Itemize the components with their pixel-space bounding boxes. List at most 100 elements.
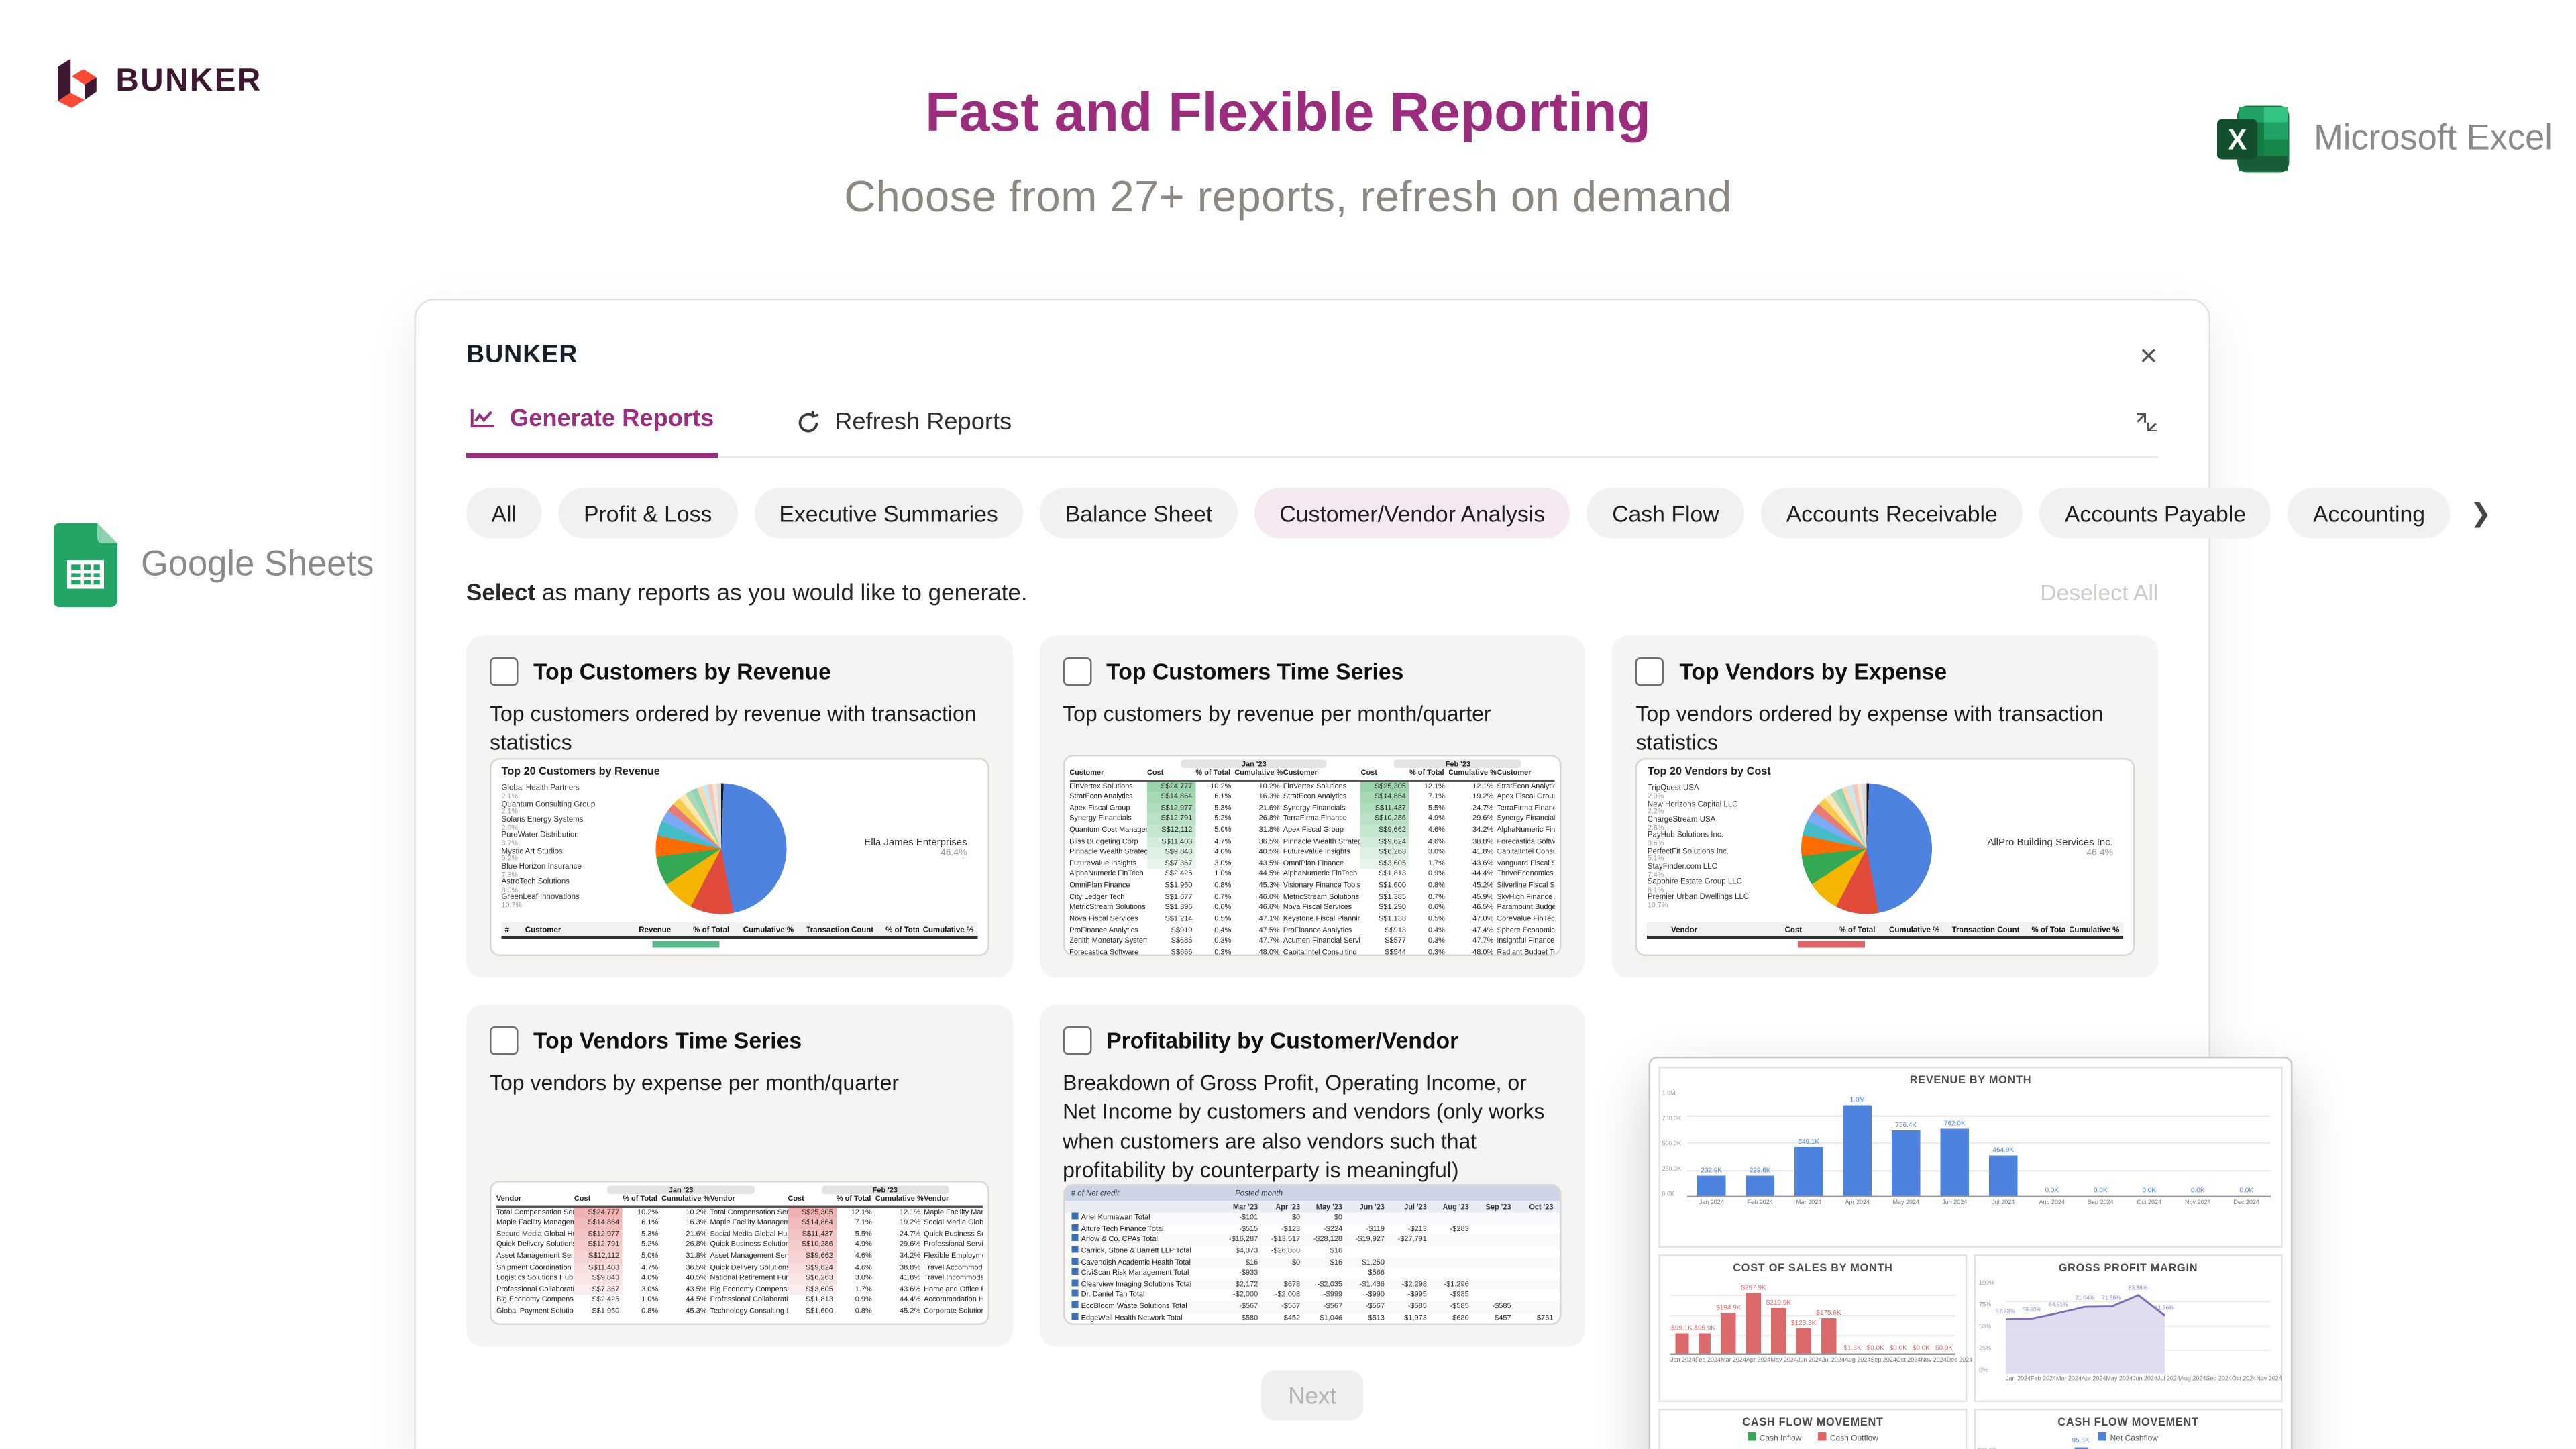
report-card-customers_table[interactable]: Top Customers Time Series Top customers b… [1039,635,1586,978]
bar-group: $0.0K [1910,1278,1933,1354]
report-card-description: Top vendors by expense per month/quarter [490,1070,899,1095]
bar-group: $1.3K [1841,1278,1864,1354]
table-row: EdgeWell Health Network Total $580 $452 $1,… [1065,1312,1560,1323]
bar-value-label: 756.4K [1895,1120,1917,1129]
report-checkbox[interactable] [1063,1026,1091,1055]
pie-label: Quantum Consulting Group 2.1% [501,799,596,816]
table-row: Zenith Monetary Systems S$685 0.3% 47.7% Acu… [1069,936,1555,945]
tab-generate-reports[interactable]: Generate Reports [466,406,718,458]
bar [1746,1293,1761,1354]
table-row: Total Compensation ServicesS$24,77710.2%… [496,1207,982,1218]
chart-title: REVENUE BY MONTH [1909,1075,2032,1087]
chart-plot: $99.1K $95.9K $194.9K $297.9K $219.9K $123.3K… [1670,1278,1955,1355]
table-row: City Ledger Tech S$1,677 0.7% 46.0% MetricSt… [1069,892,1555,900]
bar-group: 464.9K [1979,1090,2028,1196]
modal-title: BUNKER [466,340,578,370]
bar-value-label: $0.0K [1935,1343,1953,1352]
month-group-label: Feb '23 [1394,759,1522,768]
report-card-vendors_table[interactable]: Top Vendors Time Series Top vendors by ex… [466,1004,1013,1347]
pie-label: PureWater Distribution 3.7% [501,830,579,847]
chips-overflow-chevron-icon[interactable]: ❯ [2470,500,2491,529]
filter-chip-accounting[interactable]: Accounting [2288,488,2451,539]
table-row: Dr. Daniel Tan Total -$2,000 -$2,008 -$999-… [1065,1290,1560,1301]
bar-group: $0.0K [1887,1278,1910,1354]
bar-group: 0.0K [2076,1090,2125,1196]
bar-group: 229.6K [1736,1090,1785,1196]
report-card-description: Top customers by revenue per month/quart… [1063,701,1491,727]
bar-value-label: $1.3K [1843,1343,1862,1352]
pie-chart [1801,782,1933,914]
bar-group: 549.1K [1784,1090,1833,1196]
deselect-all-button[interactable]: Deselect All [2040,579,2159,605]
filter-chip-cash-flow[interactable]: Cash Flow [1587,488,1745,539]
bar-group: $175.6K [1816,1278,1841,1354]
point-label: 57.73% [1996,1307,2015,1315]
table-row: AlphaNumeric FinTech S$2,425 1.0% 44.5% Alph… [1069,869,1555,878]
report-checkbox[interactable] [1063,657,1091,686]
chart-plot: 100% 75% 50% 25% 0% 57.73% 58.60% 64.51% 71.04% 7… [1979,1279,2271,1374]
report-card-preview: Top 20 Vendors by Cost TripQuest USA 2.0% N… [1635,757,2135,956]
report-checkbox[interactable] [490,1026,519,1055]
bar-value-label: 0.0K [2045,1185,2059,1195]
table-row: EcoBloom Waste Solutions Total -$567 -$567… [1064,1301,1560,1313]
table-row: FutureValue Insights S$7,367 3.0% 43.5% Omni… [1069,858,1555,870]
bar-group: 0.0K [2125,1090,2174,1196]
preview-table-header: # Customer Revenue% of Total Cumulative % Tr… [501,921,977,938]
bar-value-label: 95.6K [2072,1435,2090,1444]
filter-chip-customer-vendor-analysis[interactable]: Customer/Vendor Analysis [1254,488,1570,539]
bar [1746,1175,1774,1196]
bar-value-label: $95.9K [1694,1323,1715,1332]
report-card-preview: # of Net credit Posted month Mar '23 Apr '2… [1063,1184,1562,1325]
pie-chart [655,782,787,914]
excel-icon: X [2216,105,2289,173]
filter-chip-accounts-payable[interactable]: Accounts Payable [2039,488,2271,539]
tab-refresh-label: Refresh Reports [835,409,1012,436]
point-label: 58.60% [2022,1307,2042,1314]
pie-label: GreenLeaf Innovations 10.7% [501,893,580,910]
tab-refresh-reports[interactable]: Refresh Reports [791,409,1015,456]
bunker-logo-text: BUNKER [115,64,262,99]
next-button[interactable]: Next [1261,1370,1364,1421]
chart-plot: 180.1K0.0K-54.3K-34.5K95.6K54.6K-56.3K-6… [1978,1435,2271,1449]
preview-title: Top 20 Customers by Revenue [501,765,660,777]
bar [2074,1446,2088,1449]
pie-label: Blue Horizon Insurance 7.3% [501,861,582,879]
filter-chip-profit-loss[interactable]: Profit & Loss [558,488,737,539]
bar [1698,1333,1712,1354]
filter-chip-accounts-receivable[interactable]: Accounts Receivable [1761,488,2023,539]
preview-table-header: Vendor Cost% of Total Cumulative % Transact… [1647,921,2123,938]
report-checkbox[interactable] [490,657,519,686]
bar-group: $95.9K [1693,1278,1716,1354]
filter-chip-executive-summaries[interactable]: Executive Summaries [753,488,1024,539]
report-card-profitability_table[interactable]: Profitability by Customer/Vendor Breakdow… [1039,1004,1586,1347]
pie-label: Solaris Energy Systems 2.9% [501,814,584,832]
bar-value-label: 0.0K [2190,1185,2205,1195]
pie-left-labels: TripQuest USA 2.0% New Horizons Capital LL… [1648,784,1795,910]
table-row: Professional Collaboration FirmS$7,3673.… [496,1284,982,1296]
filter-chip-balance-sheet[interactable]: Balance Sheet [1040,488,1238,539]
report-card-customers_pie[interactable]: Top Customers by Revenue Top customers or… [466,635,1013,978]
report-card-preview: Jan '23 Feb '23 Customer Cost% of Total Cumu… [1063,755,1562,956]
bar-value-label: 1.0M [1849,1095,1865,1104]
dashboard-chart-gross-profit-margin: GROSS PROFIT MARGIN 100% 75% 50% 25% 0% 57.73%… [1974,1254,2283,1402]
bar-value-label: $123.3K [1791,1318,1817,1327]
pie-preview: Top 20 Customers by Revenue Global Health… [492,759,987,954]
bar-value-label: $99.1K [1671,1323,1693,1332]
legend-item: Cash Inflow [1748,1432,1801,1444]
bar-group: 1.0M [1833,1090,1882,1196]
y-axis-ticks: 100% 75% 50% 25% 0% [1979,1279,1995,1374]
bar-value-label: 0.0K [2093,1185,2108,1195]
sheets-icon [54,523,117,607]
timeseries-table-preview: Jan '23 Feb '23 Vendor Cost% of Total Cumula… [492,1183,987,1324]
bar-group: 0.0K [2174,1090,2222,1196]
table-row: Forecastica Software S$666 0.3% 48.0% Capita… [1069,947,1555,956]
collapse-icon[interactable] [2135,408,2159,440]
filter-chip-all[interactable]: All [466,488,542,539]
svg-text:X: X [2227,125,2246,156]
close-icon[interactable]: ✕ [2139,341,2159,368]
table-row: Logistics Solutions Hub S$9,843 4.0% 40.5% N… [496,1273,982,1285]
report-card-vendors_pie[interactable]: Top Vendors by Expense Top vendors ordere… [1612,635,2159,978]
report-checkbox[interactable] [1635,657,1664,686]
pie-preview: Top 20 Vendors by Cost TripQuest USA 2.0% N… [1638,759,2133,954]
